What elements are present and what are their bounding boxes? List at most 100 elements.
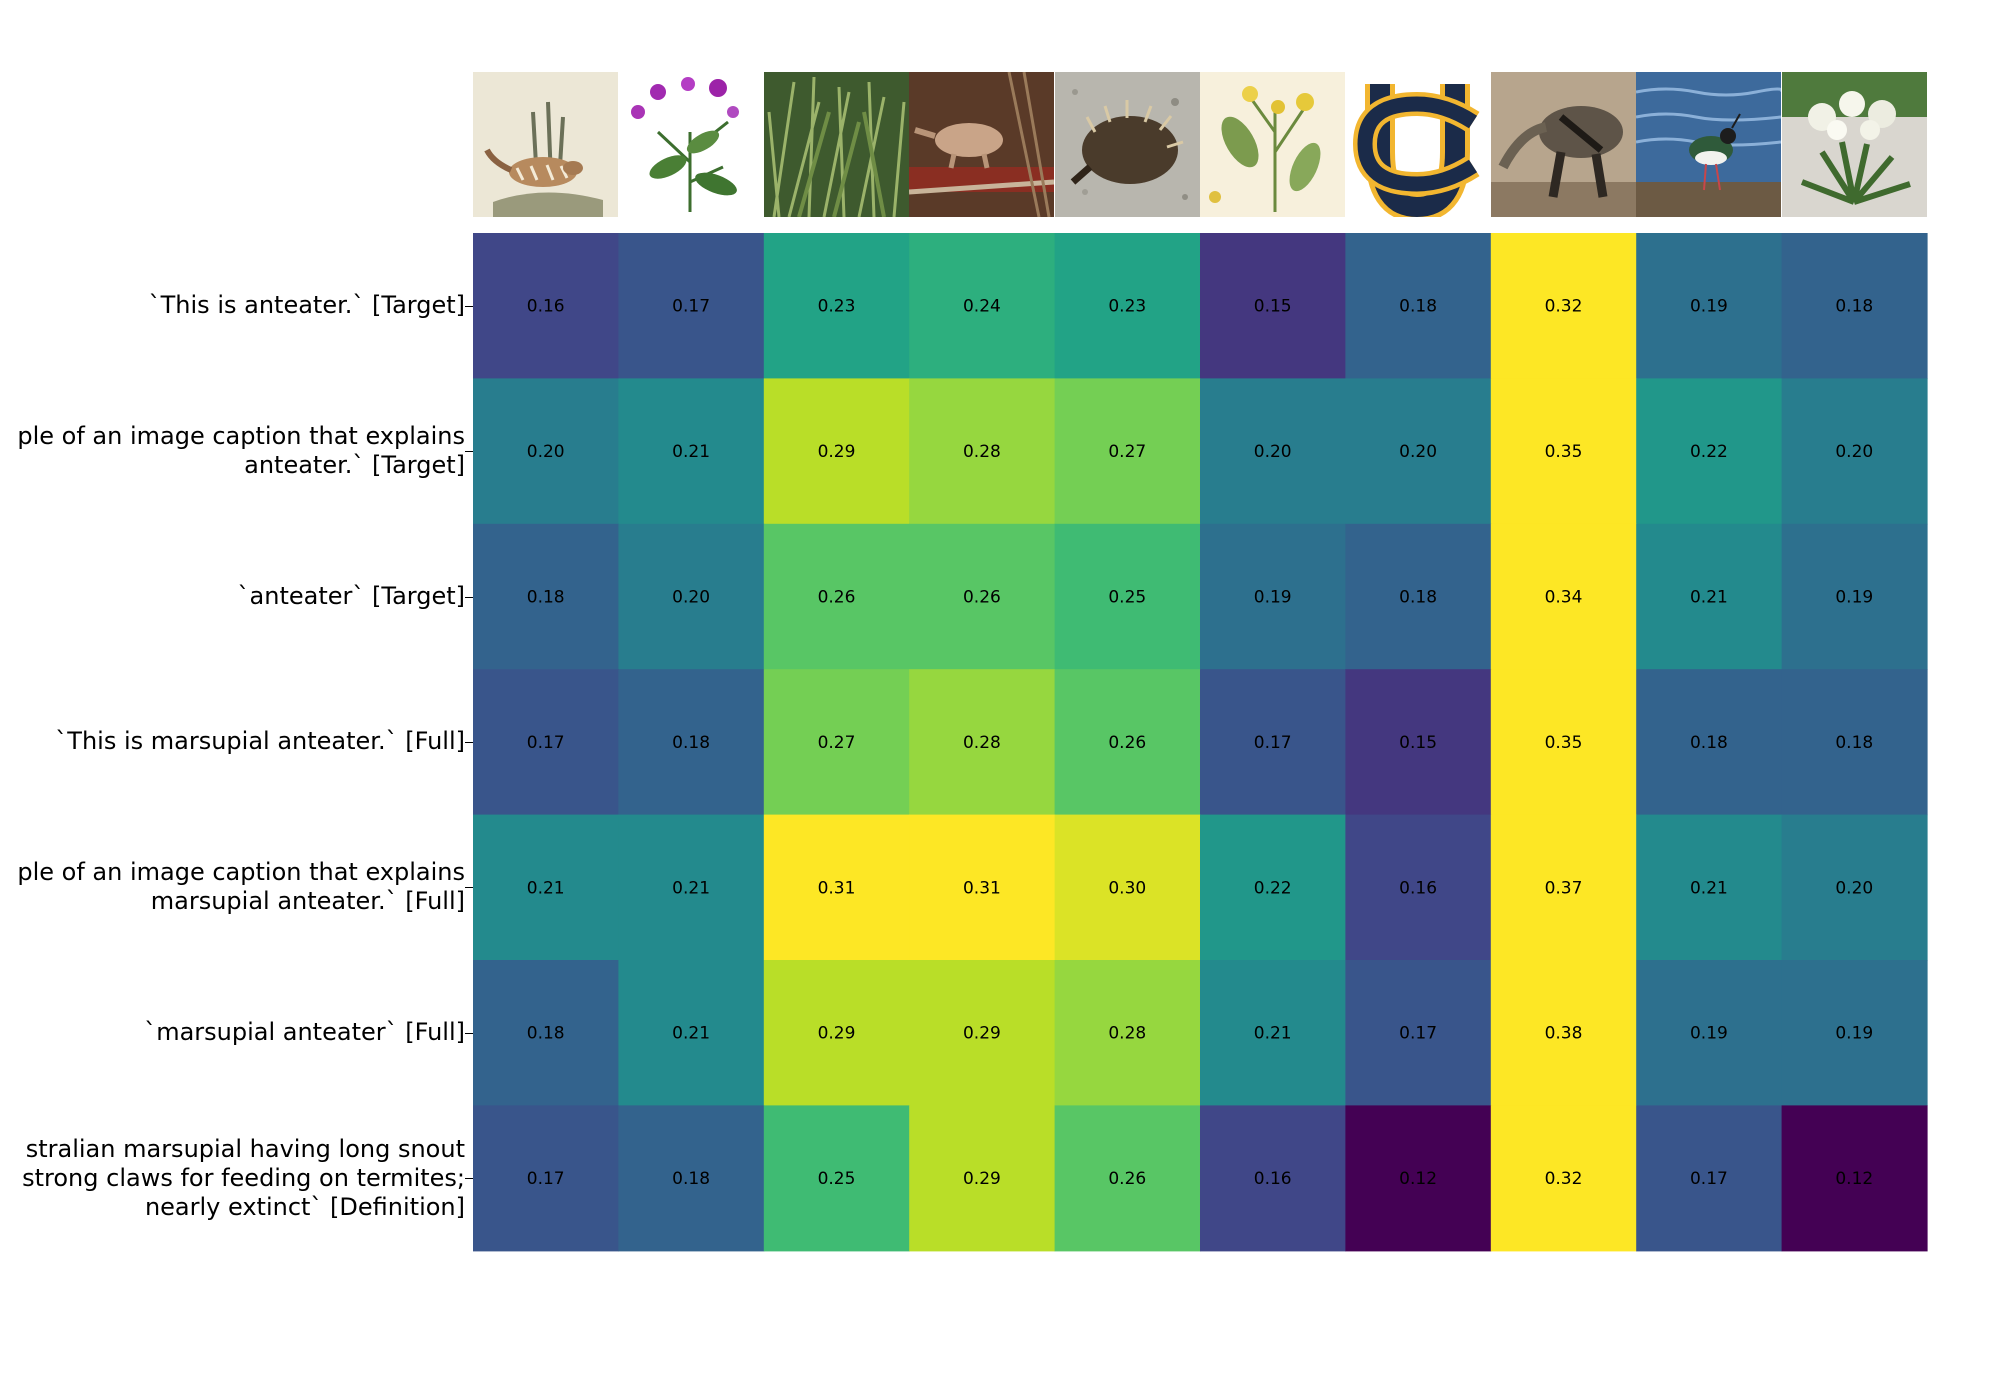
heatmap-cell-r5-c1 bbox=[618, 960, 765, 1106]
cell-value-r5-c8: 0.19 bbox=[1690, 1024, 1728, 1044]
heatmap-cell-r6-c4 bbox=[1054, 1105, 1201, 1252]
cell-value-r3-c6: 0.15 bbox=[1399, 733, 1437, 753]
heatmap-cell-r0-c7 bbox=[1490, 233, 1637, 379]
heatmap-cell-r3-c8 bbox=[1636, 669, 1783, 816]
column-image-uc-logo bbox=[1345, 72, 1491, 217]
row-label-6-line-0: stralian marsupial having long snout bbox=[25, 1134, 465, 1163]
heatmap-cell-r1-c4 bbox=[1054, 378, 1201, 525]
heatmap-cell-r2-c9 bbox=[1781, 523, 1928, 670]
heatmap-cell-r5-c5 bbox=[1200, 960, 1346, 1106]
column-image-white-flowering-plant bbox=[1781, 72, 1927, 217]
cell-value-r4-c5: 0.22 bbox=[1254, 878, 1292, 898]
cell-value-r1-c5: 0.20 bbox=[1254, 442, 1292, 462]
cell-value-r4-c6: 0.16 bbox=[1399, 878, 1437, 898]
row-label-3-line-0: `This is marsupial anteater.` [Full] bbox=[55, 727, 465, 756]
heatmap-cell-r4-c5 bbox=[1200, 814, 1346, 961]
row-tick-1 bbox=[465, 451, 473, 452]
cell-value-r4-c8: 0.21 bbox=[1690, 878, 1728, 898]
cell-value-r6-c2: 0.25 bbox=[818, 1169, 856, 1189]
cell-value-r4-c9: 0.20 bbox=[1835, 878, 1873, 898]
cell-value-r3-c2: 0.27 bbox=[818, 733, 856, 753]
cell-value-r4-c7: 0.37 bbox=[1545, 878, 1583, 898]
row-label-1: ple of an image caption that explains ant… bbox=[0, 422, 465, 480]
cell-value-r0-c7: 0.32 bbox=[1545, 297, 1583, 317]
heatmap-cell-r0-c9 bbox=[1781, 233, 1928, 379]
heatmap-cell-r4-c8 bbox=[1636, 814, 1783, 961]
cell-value-r6-c6: 0.12 bbox=[1399, 1169, 1437, 1189]
cell-value-r5-c5: 0.21 bbox=[1254, 1024, 1292, 1044]
cell-value-r0-c8: 0.19 bbox=[1690, 297, 1728, 317]
cell-value-r4-c3: 0.31 bbox=[963, 878, 1001, 898]
cell-value-r3-c0: 0.17 bbox=[527, 733, 565, 753]
cell-value-r6-c5: 0.16 bbox=[1254, 1169, 1292, 1189]
heatmap-cell-r6-c2 bbox=[763, 1105, 910, 1252]
heatmap-cell-r1-c9 bbox=[1781, 378, 1928, 525]
cell-value-r5-c7: 0.38 bbox=[1545, 1024, 1583, 1044]
heatmap-cell-r1-c1 bbox=[618, 378, 765, 525]
row-label-6-line-1: strong claws for feeding on termites; bbox=[22, 1163, 465, 1192]
heatmap-cell-r4-c2 bbox=[763, 814, 910, 961]
column-image-numbat-illustration bbox=[473, 72, 618, 217]
heatmap-cell-r1-c2 bbox=[763, 378, 910, 525]
row-label-5: `marsupial anteater` [Full] bbox=[0, 1018, 465, 1047]
cell-value-r2-c3: 0.26 bbox=[963, 588, 1001, 608]
cell-value-r3-c3: 0.28 bbox=[963, 733, 1001, 753]
heatmap-cell-r3-c5 bbox=[1200, 669, 1346, 816]
heatmap-cell-r0-c1 bbox=[618, 233, 765, 379]
heatmap-cell-r0-c6 bbox=[1345, 233, 1492, 379]
heatmap-cell-r2-c7 bbox=[1490, 523, 1637, 670]
row-label-6: stralian marsupial having long snout stro… bbox=[0, 1135, 465, 1222]
cell-value-r0-c6: 0.18 bbox=[1399, 297, 1437, 317]
heatmap-cell-r4-c3 bbox=[909, 814, 1056, 961]
row-tick-0 bbox=[465, 306, 473, 307]
heatmap-cell-r3-c9 bbox=[1781, 669, 1928, 816]
heatmap-cell-r2-c0 bbox=[473, 523, 619, 670]
cell-value-r6-c8: 0.17 bbox=[1690, 1169, 1728, 1189]
cell-value-r2-c6: 0.18 bbox=[1399, 588, 1437, 608]
cell-value-r2-c1: 0.20 bbox=[672, 588, 710, 608]
cell-value-r4-c2: 0.31 bbox=[818, 878, 856, 898]
row-label-1-line-1: anteater.` [Target] bbox=[244, 451, 465, 480]
heatmap-cell-r0-c4 bbox=[1054, 233, 1201, 379]
heatmap-cell-r3-c3 bbox=[909, 669, 1056, 816]
cell-value-r3-c8: 0.18 bbox=[1690, 733, 1728, 753]
row-label-0-line-0: `This is anteater.` [Target] bbox=[148, 291, 465, 320]
cell-value-r1-c4: 0.27 bbox=[1108, 442, 1146, 462]
cell-value-r2-c2: 0.26 bbox=[818, 588, 856, 608]
heatmap-cell-r3-c2 bbox=[763, 669, 910, 816]
cell-value-r0-c5: 0.15 bbox=[1254, 297, 1292, 317]
cell-value-r5-c6: 0.17 bbox=[1399, 1024, 1437, 1044]
row-label-4: ple of an image caption that explains mar… bbox=[0, 858, 465, 916]
row-label-2-line-0: `anteater` [Target] bbox=[237, 582, 465, 610]
heatmap-cell-r5-c6 bbox=[1345, 960, 1492, 1106]
heatmap-cell-r2-c3 bbox=[909, 523, 1056, 670]
row-tick-3 bbox=[465, 742, 473, 743]
cell-value-r6-c9: 0.12 bbox=[1835, 1169, 1873, 1189]
heatmap-cell-r2-c1 bbox=[618, 523, 765, 670]
row-tick-4 bbox=[465, 887, 473, 888]
heatmap-cell-r1-c7 bbox=[1490, 378, 1637, 525]
cell-value-r5-c4: 0.28 bbox=[1108, 1024, 1146, 1044]
column-image-echidna bbox=[1054, 72, 1200, 217]
heatmap-cell-r4-c7 bbox=[1490, 814, 1637, 961]
cell-value-r6-c1: 0.18 bbox=[672, 1169, 710, 1189]
row-label-1-line-0: ple of an image caption that explains bbox=[17, 422, 465, 451]
heatmap-cell-r2-c2 bbox=[763, 523, 910, 670]
cell-value-r3-c5: 0.17 bbox=[1254, 733, 1292, 753]
cell-value-r2-c8: 0.21 bbox=[1690, 588, 1728, 608]
cell-value-r1-c1: 0.21 bbox=[672, 442, 710, 462]
heatmap-cell-r0-c8 bbox=[1636, 233, 1783, 379]
cell-value-r3-c4: 0.26 bbox=[1108, 733, 1146, 753]
column-image-tall-grass bbox=[763, 72, 909, 217]
heatmap-cell-r1-c5 bbox=[1200, 378, 1346, 525]
cell-value-r0-c0: 0.16 bbox=[527, 297, 565, 317]
column-image-lapwing-bird-water bbox=[1636, 72, 1782, 217]
heatmap-cell-r5-c9 bbox=[1781, 960, 1928, 1106]
row-tick-6 bbox=[465, 1178, 473, 1179]
heatmap-cell-r4-c0 bbox=[473, 814, 619, 961]
cell-value-r5-c0: 0.18 bbox=[527, 1024, 565, 1044]
row-label-6-line-2: nearly extinct` [Definition] bbox=[144, 1192, 465, 1221]
cell-value-r6-c7: 0.32 bbox=[1545, 1169, 1583, 1189]
